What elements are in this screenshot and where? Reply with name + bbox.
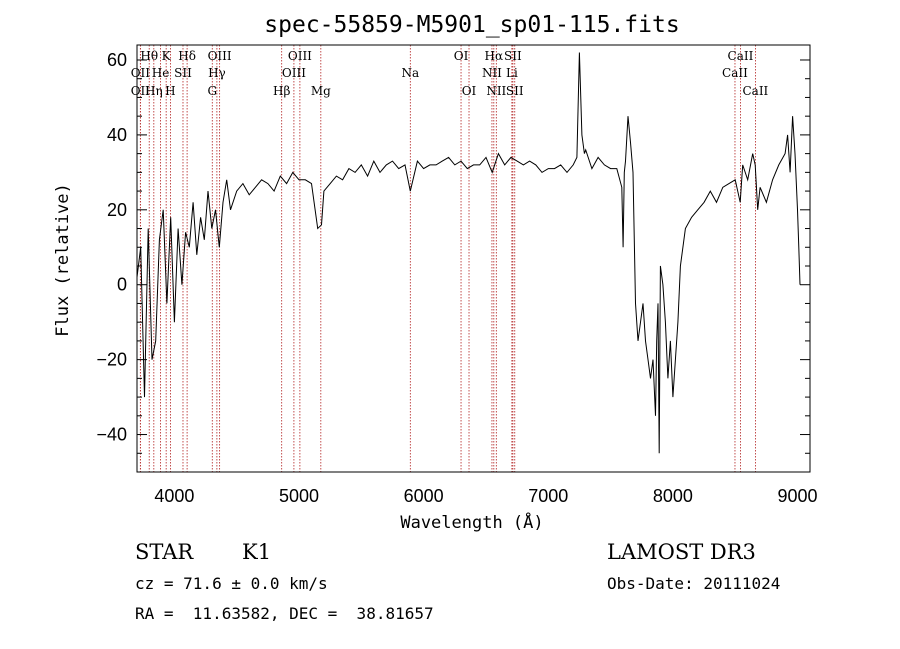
spectral-line-label: OIII: [282, 66, 306, 80]
x-tick-label: 8000: [653, 486, 693, 506]
survey-name: LAMOST DR3: [607, 540, 756, 564]
spectral-line-label: CaII: [728, 49, 754, 63]
spectral-line-label: G: [207, 84, 217, 98]
x-tick-label: 7000: [528, 486, 568, 506]
x-tick-label: 4000: [154, 486, 194, 506]
spectral-line-label: OI: [462, 84, 477, 98]
y-tick-label: 40: [107, 125, 127, 145]
spectral-line-label: K: [162, 49, 172, 63]
spectral-line-label: OIII: [288, 49, 312, 63]
x-axis-label: Wavelength (Å): [400, 511, 543, 533]
spectral-line-label: Hβ: [273, 84, 290, 98]
object-class: STAR: [135, 540, 194, 564]
spectral-line-label: NII: [486, 84, 506, 98]
y-tick-label: −40: [96, 425, 127, 445]
y-tick-label: 0: [117, 275, 127, 295]
spectral-line-label: Hγ: [208, 66, 226, 80]
redshift-value: cz = 71.6 ± 0.0 km/s: [135, 574, 328, 593]
spectral-line-label: Hα: [485, 49, 504, 63]
spectral-line-label: Mg: [311, 84, 331, 98]
y-tick-label: 20: [107, 200, 127, 220]
x-tick-label: 6000: [404, 486, 444, 506]
spectral-line-label: H: [165, 84, 175, 98]
spectral-line-label: Hδ: [178, 49, 196, 63]
plot-frame: [136, 44, 811, 473]
spectral-line-label: Na: [401, 66, 419, 80]
spectral-line-label: Hη: [145, 84, 163, 98]
spectral-line-label: Li: [506, 66, 518, 80]
spectral-line-label: Hθ: [140, 49, 158, 63]
chart-title: spec-55859-M5901_sp01-115.fits: [264, 12, 679, 38]
spectral-line-label: OI: [454, 49, 469, 63]
y-tick-label: −20: [96, 350, 127, 370]
spectral-line-label: OII: [131, 84, 151, 98]
spectrum-line: [136, 52, 801, 454]
y-axis-label: Flux (relative): [53, 183, 73, 337]
spectral-line-label: CaII: [722, 66, 748, 80]
spectral-line-label: SII: [174, 66, 192, 80]
x-axis-ticks: 4000 5000 6000 7000 8000 9000: [154, 486, 817, 506]
spectral-line-label: OIII: [208, 49, 232, 63]
y-tick-label: 60: [107, 50, 127, 70]
x-tick-label: 9000: [778, 486, 818, 506]
coordinates: RA = 11.63582, DEC = 38.81657: [135, 604, 434, 623]
x-tick-label: 5000: [279, 486, 319, 506]
object-subclass: K1: [242, 540, 272, 564]
y-axis-ticks: −40 −20 0 20 40 60: [96, 50, 810, 473]
spectral-line-label: NII: [482, 66, 502, 80]
spectrum-chart: spec-55859-M5901_sp01-115.fits HθOIIOIIH…: [53, 12, 818, 533]
observation-date: Obs-Date: 20111024: [607, 574, 781, 593]
spectral-line-label: CaII: [742, 84, 768, 98]
spectral-line-label: OII: [131, 66, 151, 80]
spectral-line-label: He: [152, 66, 170, 80]
spectral-line-label: SII: [506, 84, 524, 98]
spectral-line-label: SII: [504, 49, 522, 63]
spectral-line-markers: [139, 45, 756, 472]
